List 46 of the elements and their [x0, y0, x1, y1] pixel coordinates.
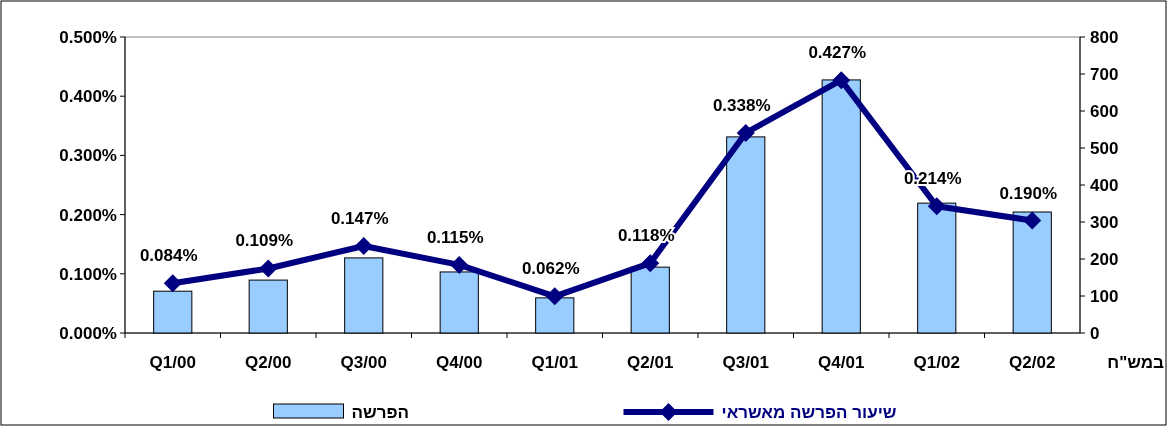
- y-tick-label: 0.200%: [59, 205, 117, 225]
- x-tick-label: Q2/01: [627, 353, 674, 372]
- legend-label: הפרשה: [351, 403, 410, 422]
- x-tick-label: Q4/01: [818, 353, 865, 372]
- point: [641, 254, 660, 273]
- point: [163, 274, 182, 293]
- y2-tick-label: 500: [1090, 139, 1119, 158]
- point: [450, 255, 469, 274]
- point: [1023, 211, 1042, 230]
- y2-tick-label: 400: [1090, 176, 1119, 195]
- y2-tick-label: 700: [1090, 65, 1119, 84]
- y-tick-label: 0.000%: [59, 324, 117, 343]
- y-tick-label: 0.100%: [59, 264, 117, 284]
- y-tick-label: 0.300%: [59, 146, 117, 166]
- data-label: 0.115%: [426, 227, 484, 247]
- y2-tick-label: 200: [1090, 250, 1119, 269]
- x-tick-label: Q1/00: [149, 353, 196, 372]
- point: [736, 123, 755, 142]
- data-label: 0.147%: [330, 208, 389, 228]
- y2-tick-label: 800: [1090, 28, 1119, 47]
- x-tick-label: Q1/01: [531, 353, 578, 372]
- point: [354, 236, 373, 255]
- data-label: 0.084%: [139, 246, 198, 266]
- y2-tick-label: 0: [1090, 324, 1100, 343]
- legend: הפרשה שיעור הפרשה מאשראי: [273, 403, 897, 422]
- y-tick-label: 0.400%: [59, 87, 117, 107]
- point: [545, 287, 564, 306]
- y2-axis-title: במש"ח: [1107, 353, 1165, 372]
- data-label: 0.338%: [712, 95, 771, 115]
- x-tick-label: Q3/00: [340, 353, 387, 372]
- data-label: 0.190%: [999, 183, 1058, 203]
- y-tick-label: 0.500%: [59, 28, 117, 47]
- y2-tick-label: 300: [1090, 213, 1119, 232]
- x-tick-label: Q2/00: [245, 353, 292, 372]
- point: [832, 71, 851, 90]
- x-tick-label: Q3/01: [722, 353, 769, 372]
- x-tick-label: Q1/02: [913, 353, 960, 372]
- data-label: 0.427%: [808, 43, 867, 63]
- y2-tick-label: 600: [1090, 102, 1119, 121]
- x-tick-label: Q4/00: [436, 353, 483, 372]
- point: [259, 259, 278, 278]
- data-label: 0.062%: [521, 259, 580, 279]
- point: [927, 197, 946, 216]
- y2-tick-label: 100: [1090, 287, 1119, 306]
- x-tick-label: Q2/02: [1009, 353, 1056, 372]
- data-label: 0.109%: [235, 231, 294, 251]
